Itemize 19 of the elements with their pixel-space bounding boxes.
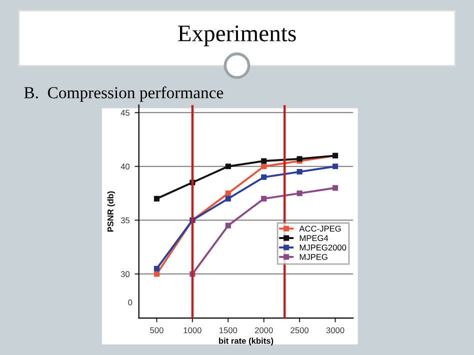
legend-label: MJPEG2000 (300, 244, 346, 250)
x-axis-title: bit rate (kbits) (219, 338, 274, 346)
y-tick-label: 45 (120, 110, 130, 116)
chart-subtitle: B. Compression performance (24, 86, 224, 102)
x-tick-label: 2500 (290, 327, 309, 334)
x-tick-label: 3000 (326, 327, 344, 334)
legend-label: MJPEG (300, 254, 328, 260)
y-axis-title: PSNR (db) (107, 191, 116, 232)
y-tick-label: 40 (120, 164, 130, 170)
text: 0 (128, 300, 132, 306)
x-tick-label: 1500 (220, 327, 238, 334)
x-tick-label: 1000 (184, 327, 202, 334)
y-tick-label: 35 (120, 217, 130, 224)
x-tick-label: 2000 (255, 327, 273, 334)
x-tick-label: 500 (150, 327, 164, 334)
legend-label: ACC-JPEG (299, 226, 341, 232)
chart-title: Experiments (178, 26, 296, 46)
y-tick-label: 30 (120, 271, 130, 278)
legend-label: MPEG4 (300, 235, 328, 242)
